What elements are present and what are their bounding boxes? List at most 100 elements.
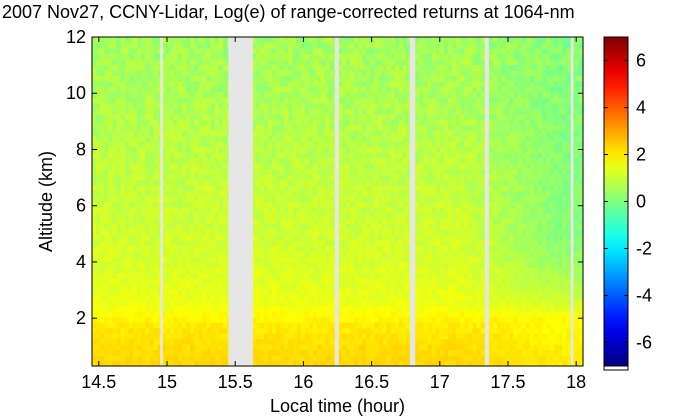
heatmap-cell	[112, 349, 118, 356]
heatmap-cell	[288, 206, 294, 214]
heatmap-cell	[378, 206, 384, 214]
heatmap-cell	[272, 80, 277, 87]
heatmap-cell	[341, 64, 347, 71]
heatmap-cell	[218, 152, 224, 159]
heatmap-cell	[292, 349, 298, 356]
heatmap-cell	[120, 75, 126, 82]
heatmap-cell	[112, 113, 118, 120]
heatmap-cell	[145, 344, 150, 351]
heatmap-cell	[169, 102, 175, 109]
heatmap-cell	[325, 338, 330, 345]
heatmap-cell	[280, 141, 285, 148]
heatmap-cell	[218, 141, 224, 148]
heatmap-cell	[100, 53, 105, 60]
heatmap-cell	[341, 201, 347, 208]
heatmap-cell	[202, 250, 208, 257]
heatmap-cell	[349, 97, 355, 104]
heatmap-cell	[386, 108, 392, 115]
heatmap-cell	[386, 179, 392, 186]
heatmap-cell	[321, 272, 326, 279]
heatmap-cell	[169, 179, 175, 186]
heatmap-cell	[137, 201, 142, 208]
heatmap-cell	[108, 261, 114, 268]
heatmap-cell	[308, 228, 314, 235]
heatmap-cell	[341, 91, 347, 98]
heatmap-cell	[415, 278, 420, 285]
heatmap-cell	[190, 168, 195, 175]
heatmap-cell	[374, 135, 380, 142]
heatmap-cell	[337, 327, 343, 334]
heatmap-cell	[398, 250, 404, 257]
heatmap-cell	[349, 201, 355, 208]
heatmap-cell	[104, 80, 109, 87]
heatmap-cell	[415, 80, 420, 87]
heatmap-cell	[108, 174, 114, 181]
heatmap-cell	[255, 245, 261, 252]
heatmap-cell	[100, 124, 105, 131]
heatmap-cell	[312, 327, 318, 334]
heatmap-cell	[92, 322, 97, 329]
heatmap-cell	[132, 179, 138, 186]
heatmap-cell	[276, 360, 281, 367]
heatmap-cell	[145, 272, 150, 279]
heatmap-cell	[374, 333, 380, 340]
heatmap-cell	[427, 168, 433, 175]
heatmap-cell	[100, 119, 105, 126]
heatmap-cell	[329, 212, 335, 219]
heatmap-cell	[341, 344, 347, 351]
heatmap-cell	[222, 119, 228, 126]
heatmap-cell	[251, 119, 257, 126]
heatmap-cell	[108, 223, 114, 230]
heatmap-cell	[145, 234, 150, 241]
heatmap-cell	[173, 102, 179, 109]
heatmap-cell	[345, 305, 351, 312]
heatmap-cell	[345, 174, 351, 181]
heatmap-cell	[402, 305, 408, 312]
heatmap-cell	[124, 239, 130, 246]
heatmap-cell	[259, 267, 265, 274]
heatmap-cell	[92, 294, 97, 301]
heatmap-cell	[96, 141, 101, 148]
heatmap-cell	[214, 245, 220, 252]
heatmap-cell	[169, 327, 175, 334]
heatmap-cell	[312, 250, 318, 257]
heatmap-cell	[153, 239, 159, 246]
heatmap-cell	[308, 223, 314, 230]
heatmap-cell	[341, 206, 347, 214]
heatmap-cell	[120, 201, 126, 208]
heatmap-cell	[145, 267, 150, 274]
heatmap-cell	[349, 294, 355, 301]
heatmap-cell	[124, 261, 130, 268]
heatmap-cell	[92, 102, 97, 109]
heatmap-cell	[317, 69, 322, 76]
heatmap-cell	[259, 250, 265, 257]
heatmap-cell	[419, 360, 425, 367]
heatmap-cell	[349, 245, 355, 252]
heatmap-cell	[96, 69, 101, 76]
heatmap-cell	[390, 185, 396, 192]
heatmap-cell	[374, 322, 380, 329]
heatmap-cell	[112, 80, 118, 87]
heatmap-cell	[149, 37, 154, 44]
heatmap-cell	[104, 344, 109, 351]
heatmap-cell	[169, 141, 175, 148]
heatmap-cell	[386, 250, 392, 257]
heatmap-cell	[390, 102, 396, 109]
heatmap-cell	[177, 108, 183, 115]
heatmap-cell	[222, 217, 228, 225]
heatmap-cell	[120, 300, 126, 307]
heatmap-cell	[198, 163, 204, 170]
heatmap-cell	[423, 289, 429, 296]
heatmap-cell	[165, 91, 171, 98]
heatmap-cell	[296, 305, 302, 312]
heatmap-cell	[202, 289, 208, 296]
heatmap-cell	[141, 283, 146, 290]
heatmap-cell	[386, 316, 392, 323]
heatmap-cell	[337, 338, 343, 345]
heatmap-cell	[402, 234, 408, 241]
heatmap-cell	[370, 69, 375, 76]
heatmap-cell	[374, 58, 380, 66]
heatmap-cell	[366, 217, 371, 225]
heatmap-cell	[337, 217, 343, 225]
heatmap-cell	[349, 360, 355, 367]
